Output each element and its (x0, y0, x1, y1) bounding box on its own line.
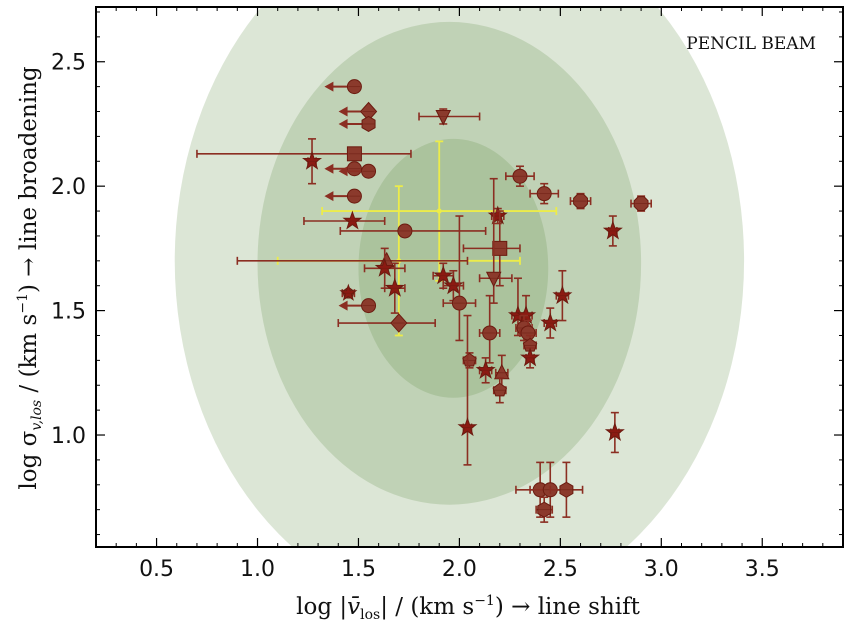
data-point (529, 182, 560, 205)
pentagon-marker (492, 382, 508, 397)
contour-middle (257, 21, 642, 505)
data-point (457, 314, 478, 466)
data-point (462, 210, 521, 287)
data-point (363, 247, 406, 289)
x-tick-label: 1.5 (341, 557, 376, 582)
star-marker (302, 150, 323, 170)
star-marker (552, 285, 573, 305)
data-point (630, 195, 653, 212)
y-tick-label: 2.5 (51, 51, 86, 76)
data-point (549, 461, 584, 518)
upper-limit-arrowhead (324, 163, 334, 174)
data-point (462, 352, 477, 369)
upper-limit-arrowhead (324, 191, 334, 202)
plot-frame (95, 6, 844, 548)
y-tick-label: 1.5 (51, 300, 86, 325)
star-marker (342, 210, 363, 230)
data-points (196, 79, 653, 523)
star-marker (487, 205, 508, 225)
triangle-up-marker (493, 363, 510, 380)
data-point (475, 357, 496, 384)
triangle-down-marker (485, 271, 502, 288)
x-axis-label: log |v̄los| / (km s−1) → line shift (296, 593, 641, 623)
star-marker (384, 277, 405, 297)
star-marker (604, 422, 625, 442)
data-point (505, 165, 535, 187)
data-point (519, 319, 537, 347)
upper-limit-arrowhead (324, 81, 334, 92)
yellow-marker (436, 208, 442, 214)
x-tick-label: 1.0 (240, 557, 275, 582)
axis-ticks: 0.5 1.0 1.5 2.0 2.5 3.0 3.5 1.0 1.5 2.0 2.5 (51, 7, 843, 582)
star-marker (520, 347, 541, 367)
data-point (339, 223, 487, 239)
x-tick-label: 3.0 (644, 557, 679, 582)
chart-annotation: PENCIL BEAM (686, 34, 816, 54)
y-tick-label: 1.0 (51, 424, 86, 449)
data-point (540, 307, 561, 339)
data-point (478, 177, 513, 304)
data-point (337, 313, 436, 333)
contour-inner (358, 138, 549, 398)
data-point (302, 138, 323, 185)
x-tick-label: 2.5 (543, 557, 578, 582)
star-marker (602, 220, 623, 240)
data-point (442, 215, 477, 342)
y-axis-label: log σv,los / (km s−1) → line broadening (15, 66, 45, 490)
plot-background (96, 7, 843, 547)
star-marker (374, 257, 395, 277)
star-marker (339, 283, 358, 301)
upper-limit-arrowhead (338, 300, 348, 311)
data-point (520, 347, 541, 369)
star-marker (540, 312, 561, 332)
data-point (324, 161, 362, 177)
star-marker (475, 359, 496, 379)
data-point (338, 163, 377, 179)
data-point (569, 192, 592, 210)
data-point (602, 215, 623, 247)
star-marker (516, 305, 537, 325)
x-tick-label: 0.5 (139, 557, 174, 582)
data-point (604, 411, 625, 454)
y-tick-label: 2.0 (51, 175, 86, 200)
star-marker (433, 265, 454, 285)
data-point (478, 294, 501, 364)
x-tick-label: 2.0 (442, 557, 477, 582)
data-point (492, 376, 508, 404)
data-point (383, 262, 406, 314)
data-point (196, 146, 412, 162)
data-point (339, 283, 358, 301)
triangle-down-marker (435, 109, 452, 126)
x-tick-label: 3.5 (745, 557, 780, 582)
data-point (303, 210, 386, 230)
data-point (338, 298, 377, 314)
star-marker (457, 417, 478, 437)
data-point (535, 496, 554, 523)
data-point (418, 108, 481, 126)
data-point (324, 79, 362, 95)
data-point (552, 269, 573, 322)
upper-limit-arrowhead (338, 166, 348, 177)
data-point (338, 115, 376, 133)
upper-limit-arrowhead (338, 118, 348, 129)
upper-limit-arrowhead (338, 106, 348, 117)
pentagon-marker (462, 352, 477, 367)
data-point (324, 188, 362, 204)
